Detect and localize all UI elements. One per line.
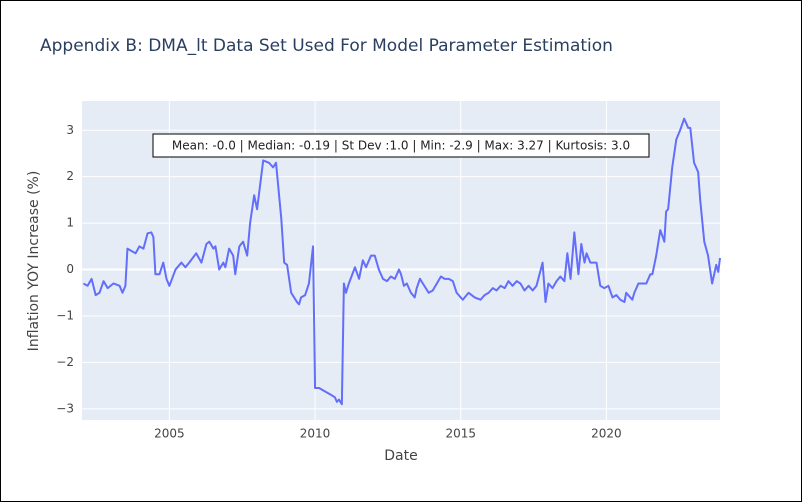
annotation-box bbox=[152, 133, 650, 158]
y-tick-label: −2 bbox=[56, 355, 74, 369]
annotation: Mean: -0.0 | Median: -0.19 | St Dev :1.0… bbox=[172, 139, 630, 153]
x-tick-label: 2010 bbox=[300, 427, 331, 441]
y-tick-label: −3 bbox=[56, 401, 74, 415]
x-tick-label: 2020 bbox=[591, 427, 622, 441]
x-tick-label: 2015 bbox=[445, 427, 476, 441]
y-axis-title: Inflation YOY Increase (%) bbox=[26, 171, 42, 352]
y-tick-label: 0 bbox=[66, 262, 74, 276]
marks bbox=[82, 117, 721, 406]
line bbox=[82, 117, 721, 406]
y-tick-label: 3 bbox=[66, 123, 74, 137]
chart-title: Appendix B: DMA_lt Data Set Used For Mod… bbox=[40, 36, 613, 56]
x-tick-label: 2005 bbox=[154, 427, 185, 441]
y-tick-label: −1 bbox=[56, 308, 74, 322]
y-tick-label: 1 bbox=[66, 216, 74, 230]
x-axis-title: Date bbox=[384, 448, 417, 464]
y-tick-label: 2 bbox=[66, 169, 74, 183]
